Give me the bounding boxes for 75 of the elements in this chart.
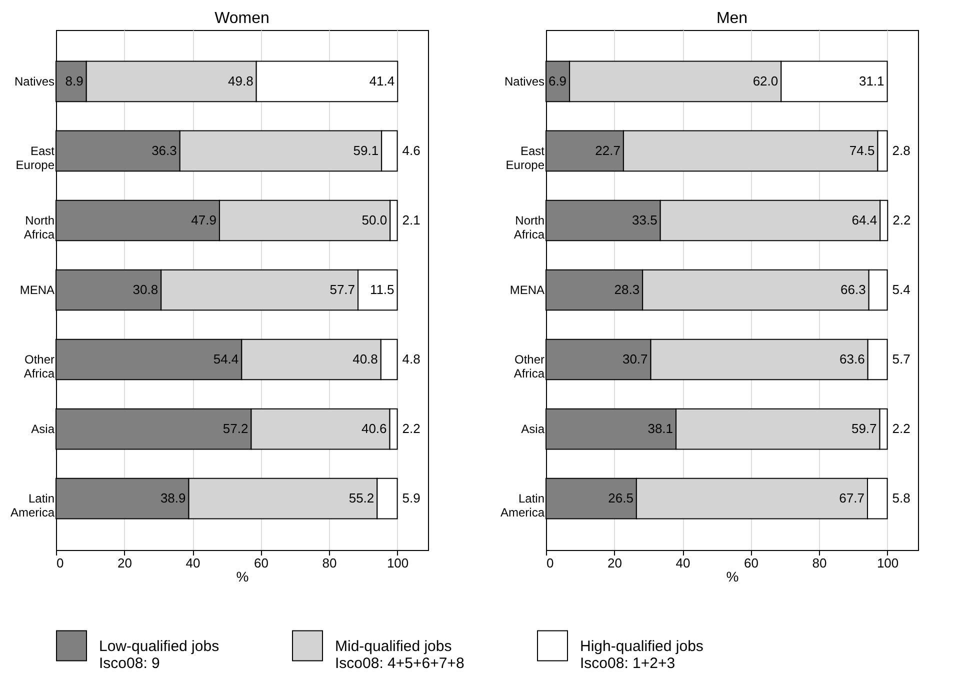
data-label: 6.9 — [548, 73, 567, 88]
data-label: 2.8 — [892, 142, 910, 158]
data-label: 50.0 — [362, 212, 388, 228]
x-tick-label: 80 — [812, 556, 827, 570]
y-tick-label: Latin America — [500, 492, 545, 520]
data-label: 66.3 — [840, 282, 866, 297]
y-tick-label: East Europe — [16, 144, 56, 172]
data-label: 54.4 — [213, 352, 239, 367]
data-label: 5.4 — [892, 282, 910, 297]
data-label: 2.2 — [402, 421, 420, 436]
y-tick-label: East Europe — [506, 144, 546, 172]
legend-label: Mid-qualified jobs Isco08: 4+5+6+7+8 — [335, 638, 464, 672]
data-label: 5.8 — [892, 490, 910, 506]
x-tick-label: 80 — [322, 556, 337, 570]
x-tick-label: 60 — [254, 556, 269, 570]
x-tick-label: 20 — [118, 556, 132, 570]
data-label: 67.7 — [839, 490, 864, 506]
data-label: 31.1 — [858, 73, 884, 88]
data-label: 33.5 — [632, 212, 658, 228]
chart-title: Women — [214, 10, 270, 27]
data-label: 59.1 — [353, 142, 379, 158]
x-tick-label: 0 — [546, 556, 554, 570]
data-label: 64.4 — [852, 212, 878, 228]
y-tick-label: Natives — [14, 74, 54, 88]
data-label: 59.7 — [851, 421, 877, 436]
data-label: 11.5 — [370, 282, 394, 297]
data-label: 36.3 — [152, 142, 177, 158]
data-label: 63.6 — [840, 352, 865, 367]
x-axis-title: % — [236, 568, 249, 584]
x-tick-label: 100 — [386, 556, 409, 570]
data-label: 49.8 — [228, 73, 254, 88]
data-label: 74.5 — [849, 142, 875, 158]
data-label: 55.2 — [348, 490, 374, 506]
data-label: 2.1 — [402, 212, 420, 228]
y-tick-label: Latin America — [10, 492, 55, 520]
y-tick-label: Natives — [504, 74, 544, 88]
data-label: 30.8 — [132, 282, 158, 297]
x-axis-title: % — [726, 568, 739, 584]
data-label: 26.5 — [608, 490, 634, 506]
data-label: 30.7 — [622, 352, 648, 367]
data-label: 5.9 — [402, 490, 420, 506]
data-label: 28.3 — [614, 282, 640, 297]
data-label: 41.4 — [369, 73, 395, 88]
y-tick-label: Asia — [521, 422, 545, 436]
legend-label: High-qualified jobs Isco08: 1+2+3 — [580, 638, 704, 672]
y-tick-label: North Africa — [514, 213, 545, 242]
data-label: 38.9 — [160, 490, 186, 506]
y-tick-label: Other Africa — [514, 352, 545, 381]
data-label: 38.1 — [648, 421, 674, 436]
x-tick-label: 40 — [676, 556, 690, 570]
data-label: 40.6 — [361, 421, 387, 436]
y-tick-label: North Africa — [24, 213, 55, 242]
chart-title: Men — [716, 10, 748, 27]
data-label: 4.8 — [402, 352, 420, 367]
data-label: 2.2 — [892, 212, 911, 228]
data-label: 5.7 — [892, 352, 910, 367]
data-label: 4.6 — [402, 142, 420, 158]
data-label: 22.7 — [595, 142, 620, 158]
x-tick-label: 60 — [744, 556, 759, 570]
x-tick-label: 20 — [608, 556, 622, 570]
y-tick-label: Asia — [31, 422, 55, 436]
data-label: 2.2 — [892, 421, 910, 436]
data-label: 40.8 — [352, 352, 378, 367]
legend-label: Low-qualified jobs Isco08: 9 — [99, 638, 220, 672]
y-tick-label: MENA — [20, 283, 54, 297]
x-tick-label: 100 — [876, 556, 899, 570]
y-tick-label: MENA — [510, 283, 544, 297]
x-tick-label: 40 — [186, 556, 200, 570]
data-label: 47.9 — [191, 212, 216, 228]
data-label: 57.7 — [330, 282, 356, 297]
data-label: 62.0 — [752, 73, 778, 88]
data-label: 57.2 — [222, 421, 248, 436]
x-tick-label: 0 — [56, 556, 64, 570]
data-label: 8.9 — [65, 73, 84, 88]
y-tick-label: Other Africa — [24, 352, 55, 381]
